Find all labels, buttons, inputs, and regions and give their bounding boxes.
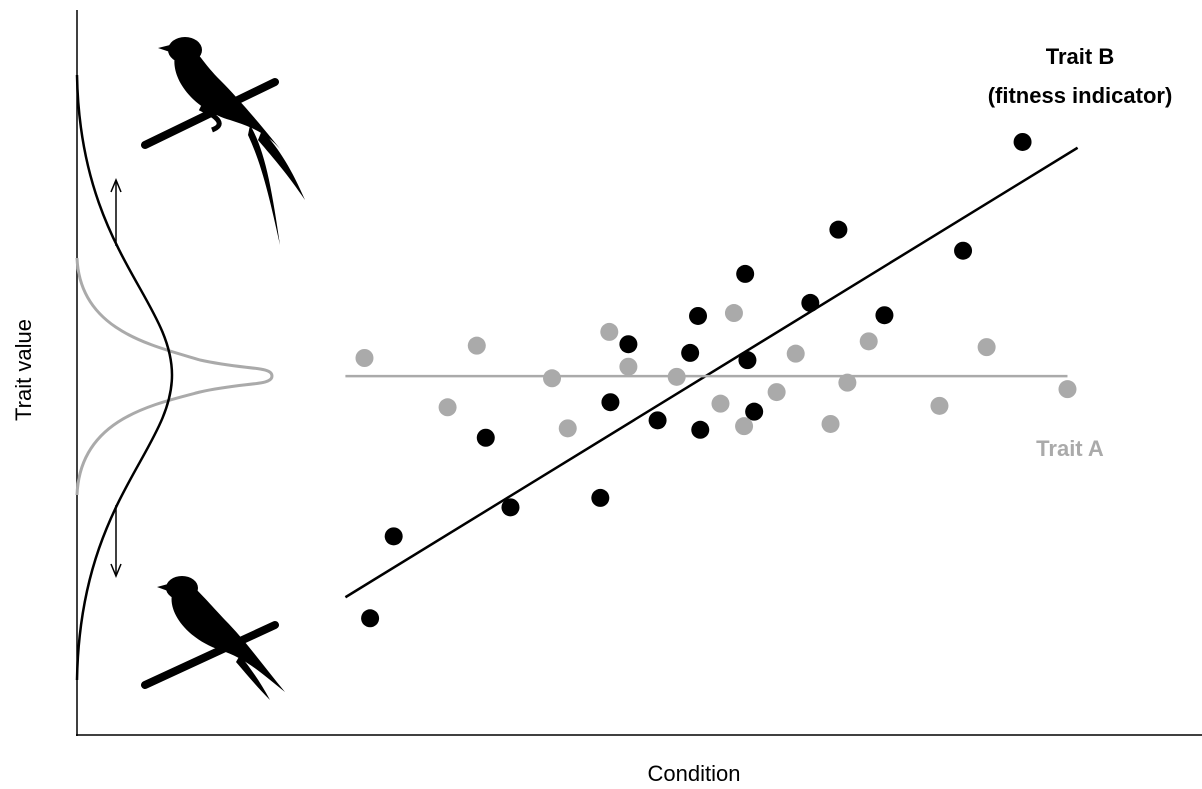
point [558,419,577,438]
point [738,351,757,370]
point [543,369,562,388]
point [601,393,620,412]
point [355,349,374,367]
x-axis-label: Condition [648,761,741,786]
point [745,402,764,421]
bird-short-tail [141,576,285,700]
arrows [110,178,122,578]
point [600,322,619,341]
point [619,357,638,376]
point [859,332,878,351]
point [736,264,755,283]
point [361,609,380,628]
series-label: Trait A [1036,436,1104,461]
wide-distribution [75,74,174,681]
point [1013,132,1032,151]
trend-line [344,146,1079,599]
point [681,343,700,362]
bird-long-tail [141,37,305,245]
point [838,373,857,392]
point [501,498,520,517]
point [954,241,973,260]
point [438,398,457,417]
narrow-distribution [75,257,274,496]
point [689,306,708,325]
point [691,420,710,439]
point [875,306,894,325]
series-annotation: (fitness indicator) [988,83,1173,108]
point [821,414,840,433]
point [667,367,686,386]
point [1058,380,1077,399]
point [801,293,820,312]
series-label: Trait B [1046,44,1114,69]
point [735,417,754,436]
point [724,304,743,323]
point [767,383,786,402]
point [786,344,805,363]
point [977,338,996,357]
point [711,394,730,413]
point [591,488,610,507]
point [476,428,495,447]
point [829,220,848,239]
y-axis-label: Trait value [11,319,36,421]
point [467,336,486,355]
point [619,335,638,354]
point [930,396,949,415]
point [384,527,403,546]
point [648,411,667,430]
